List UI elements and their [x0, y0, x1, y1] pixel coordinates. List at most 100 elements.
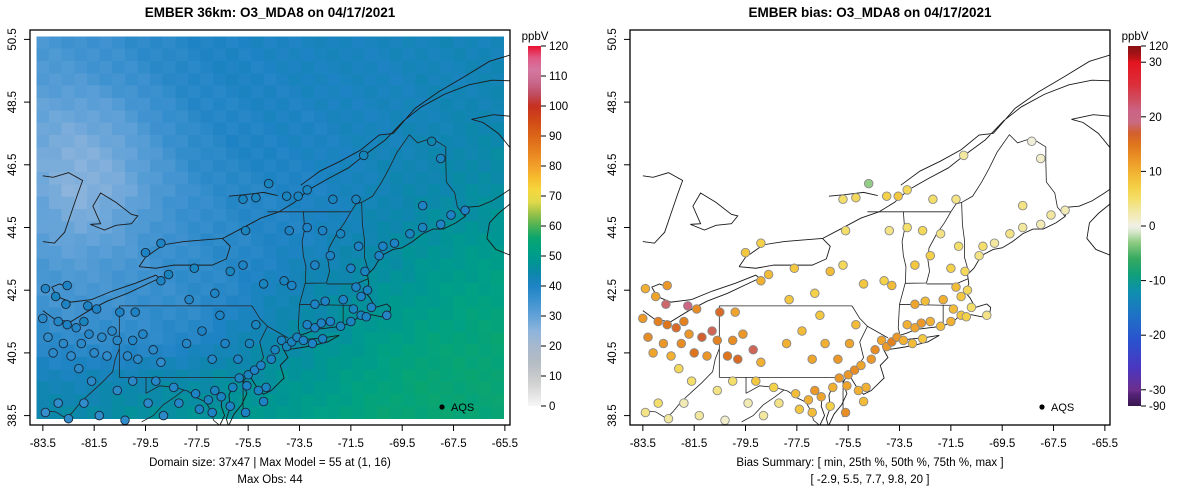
station-dot [691, 304, 702, 314]
station-dot [828, 382, 838, 393]
station-dot [715, 307, 725, 317]
station-dot [666, 351, 676, 361]
station-dot [181, 338, 192, 349]
station-dot [83, 301, 93, 311]
station-dot [863, 178, 874, 189]
station-dot [849, 365, 860, 375]
station-dot [756, 276, 766, 286]
station-dot [781, 338, 792, 349]
station-dot [253, 385, 264, 396]
station-dot [843, 370, 853, 380]
station-dot [251, 192, 261, 203]
station-dot [887, 280, 897, 291]
station-dot [925, 250, 936, 261]
station-dot [316, 318, 327, 328]
station-dot [130, 307, 140, 317]
station-dot [156, 238, 166, 248]
colorbar-tick-label: 110 [549, 71, 567, 83]
station-dot [789, 263, 800, 274]
station-dot [807, 354, 817, 364]
colorbar-tick-label: 40 [549, 281, 562, 293]
colorbar-ticks: 120 30 20 10 0 -10 -20 -30 -90 [1141, 41, 1168, 413]
station-dot [740, 247, 751, 258]
caption-line2: Max Obs: 44 [237, 474, 303, 486]
station-dot [679, 398, 689, 408]
station-dot [115, 307, 125, 317]
station-dot [810, 288, 820, 299]
y-tick-label: 50.5 [7, 28, 19, 50]
station-dot [91, 304, 102, 314]
station-dot [662, 319, 672, 330]
y-tick-label: 38.5 [7, 404, 19, 426]
station-dot [1005, 229, 1015, 239]
colorbar-tick-label: 120 [1149, 41, 1168, 53]
station-dot [851, 319, 861, 330]
station-dot [953, 241, 964, 252]
colorbar-tick-label: 0 [549, 401, 555, 413]
station-dot [756, 238, 766, 248]
colorbar-tick-label: -10 [1149, 276, 1166, 288]
station-dot [238, 194, 248, 205]
x-tick-label: -75.5 [835, 438, 861, 450]
x-tick-label: -81.5 [681, 438, 707, 450]
station-dot [803, 395, 814, 405]
station-dot [842, 381, 852, 391]
station-dot [302, 185, 312, 195]
aqs-station-dots [38, 136, 470, 425]
station-dot [40, 407, 51, 418]
station-dot [879, 276, 889, 286]
station-dot [853, 385, 864, 396]
station-dot [242, 381, 252, 391]
station-dot [298, 335, 309, 346]
station-dot [856, 360, 866, 371]
station-dot [683, 301, 693, 311]
station-dot [58, 338, 69, 349]
x-tick-label: -65.5 [1092, 438, 1118, 450]
station-dot [910, 260, 920, 270]
station-dot [751, 376, 761, 386]
station-dot [234, 373, 244, 383]
station-dot [820, 338, 830, 349]
station-dot [1046, 210, 1056, 220]
station-dot [107, 326, 117, 336]
station-dot [207, 354, 217, 364]
station-dot [112, 385, 123, 396]
station-dot [643, 332, 653, 342]
x-tick-label: -73.5 [286, 438, 312, 450]
station-dot [840, 225, 851, 236]
colorbar-tick-label: 30 [549, 311, 562, 323]
station-dot [834, 373, 844, 383]
station-dot [120, 415, 130, 425]
station-dot [190, 388, 201, 399]
station-dot [884, 225, 895, 236]
y-tick-label: 44.5 [7, 216, 19, 238]
station-dot [946, 263, 956, 274]
colorbar-tick-label: 20 [1149, 112, 1162, 124]
station-dot [640, 407, 651, 418]
station-dot [189, 263, 200, 274]
station-dot [774, 398, 784, 408]
x-tick-label: -79.5 [132, 438, 158, 450]
colorbar-units-label: ppbV [522, 31, 549, 43]
station-dot [94, 410, 105, 421]
station-dot [353, 241, 364, 252]
station-dot [653, 398, 663, 408]
colorbar-tick-label: 60 [549, 221, 562, 233]
station-dot [982, 310, 992, 321]
station-dot [233, 354, 243, 364]
x-tick-label: -83.5 [30, 438, 56, 450]
station-dot [928, 194, 938, 205]
station-dot [951, 194, 961, 205]
station-dot [66, 351, 76, 361]
caption-line2: [ -2.9, 5.5, 7.7, 9.8, 20 ] [811, 474, 930, 486]
colorbar-model: ppbV 0 10 20 30 40 50 60 70 80 90 100 110 120 [522, 31, 569, 413]
station-dot [858, 279, 869, 289]
colorbar-ticks: 0 10 20 30 40 50 60 70 80 90 100 110 120 [541, 41, 568, 413]
station-dot [758, 410, 769, 421]
station-dot [676, 338, 687, 349]
station-dot [935, 229, 946, 239]
x-tick-label: -77.5 [184, 438, 210, 450]
station-dot [89, 348, 99, 358]
x-tick-label: -67.5 [440, 438, 466, 450]
colorbar-tick-label: 0 [1149, 221, 1155, 233]
